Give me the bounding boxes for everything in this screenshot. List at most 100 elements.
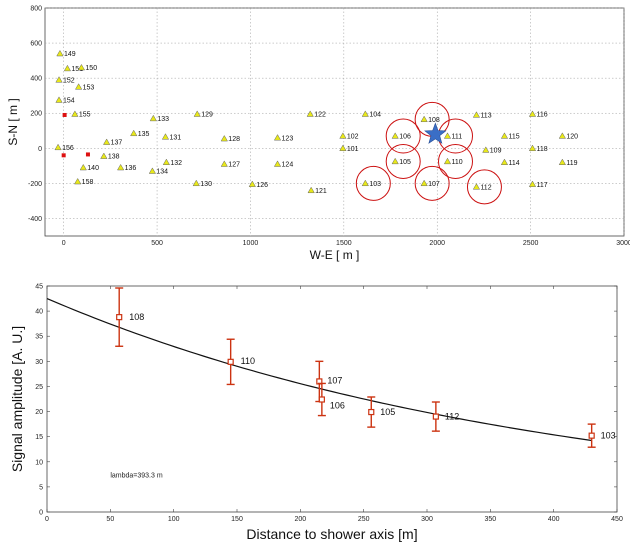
station-label: 120 xyxy=(566,134,578,141)
station-triangle xyxy=(361,110,369,117)
station-label: 101 xyxy=(347,146,359,153)
map-x-axis-label: W-E [ m ] xyxy=(310,248,360,262)
map-x-tick-label: 1000 xyxy=(243,240,259,247)
station-triangle xyxy=(100,152,108,159)
station-label: 103 xyxy=(369,181,381,188)
station-marker: 150 xyxy=(77,63,97,72)
signal-x-tick-label: 350 xyxy=(484,516,496,523)
station-label: 102 xyxy=(347,134,359,141)
signal-y-tick-label: 35 xyxy=(35,334,43,341)
shower-core-star xyxy=(424,122,447,144)
station-marker: 119 xyxy=(558,158,578,167)
signal-x-tick-label: 50 xyxy=(106,516,114,523)
station-label: 108 xyxy=(428,117,440,124)
map-tick-labels: 0 500 1000 1500 2000 2500 30008006004002000-20… xyxy=(28,6,630,248)
station-marker: 114 xyxy=(500,158,520,167)
station-label: 150 xyxy=(85,65,97,72)
signal-amplitude-chart: 0 50 100 150 200 250 300 350 400 450 0 5 10 15 20 25 30 3… xyxy=(9,284,623,543)
data-point-label: 103 xyxy=(601,431,616,441)
station-marker: 129 xyxy=(193,110,213,119)
station-marker: 126 xyxy=(248,180,268,189)
station-triangle xyxy=(74,83,83,90)
station-label: 151 xyxy=(71,66,83,73)
station-marker: 111 xyxy=(443,132,462,141)
signal-x-tick-label: 400 xyxy=(548,516,560,523)
signal-x-tick-label: 100 xyxy=(168,516,180,523)
station-marker: 108 xyxy=(420,115,440,124)
map-y-tick-label: -400 xyxy=(28,216,42,223)
signal-point-106: 106 xyxy=(317,382,345,417)
station-label: 122 xyxy=(314,112,326,119)
station-triangle xyxy=(56,49,64,57)
station-label: 127 xyxy=(228,162,240,169)
station-triangle xyxy=(528,110,537,117)
red-square-markers xyxy=(61,112,90,158)
station-label: 156 xyxy=(62,145,74,152)
map-x-tick-label: 1500 xyxy=(336,240,352,247)
station-label: 158 xyxy=(82,179,94,186)
station-marker: 116 xyxy=(528,110,548,119)
station-label: 132 xyxy=(170,160,182,167)
station-label: 128 xyxy=(228,136,240,143)
station-label: 136 xyxy=(125,165,137,172)
map-plot-area xyxy=(44,7,625,237)
station-label: 109 xyxy=(490,148,502,155)
station-label: 106 xyxy=(399,134,411,141)
station-label: 123 xyxy=(282,135,294,142)
station-markers: 149 151 150 152 153 154 155 156 137 138 140 158 136 1… xyxy=(54,49,578,195)
station-triangle xyxy=(500,158,509,165)
station-label: 124 xyxy=(282,162,294,169)
station-marker: 117 xyxy=(528,180,548,189)
station-label: 114 xyxy=(508,160,519,167)
station-label: 105 xyxy=(399,159,411,166)
station-label: 154 xyxy=(63,98,75,105)
signal-plot-area xyxy=(46,285,618,513)
station-marker: 152 xyxy=(55,76,75,84)
data-point-label: 105 xyxy=(380,407,395,417)
highlight-circle xyxy=(385,143,421,179)
station-triangle xyxy=(55,96,63,103)
highlight-circle xyxy=(466,169,502,205)
highlight-circle xyxy=(437,143,473,179)
station-marker: 104 xyxy=(361,110,381,119)
map-grid xyxy=(45,7,625,236)
station-label: 140 xyxy=(87,165,99,172)
data-point-label: 106 xyxy=(330,401,345,411)
station-label: 130 xyxy=(200,181,212,188)
signal-y-tick-label: 10 xyxy=(35,459,43,466)
station-marker: 136 xyxy=(117,163,137,172)
signal-x-axis-label: Distance to shower axis [m] xyxy=(246,526,417,542)
station-triangle xyxy=(220,134,228,142)
station-marker: 120 xyxy=(558,132,578,141)
station-label: 134 xyxy=(156,169,168,176)
station-marker: 112 xyxy=(472,183,492,191)
signal-y-tick-label: 40 xyxy=(35,309,43,316)
station-triangle xyxy=(391,132,399,139)
station-triangle xyxy=(248,180,256,187)
station-marker: 103 xyxy=(361,179,381,188)
station-label: 115 xyxy=(508,134,519,141)
station-label: 107 xyxy=(428,181,440,188)
map-y-tick-label: 200 xyxy=(30,111,42,118)
station-triangle xyxy=(273,134,282,141)
highlight-circle xyxy=(414,165,450,201)
station-triangle xyxy=(472,183,481,190)
station-marker: 123 xyxy=(273,134,294,142)
signal-tick-labels: 0 50 100 150 200 250 300 350 400 450 0 5 10 15 20 25 30 3… xyxy=(35,284,623,524)
signal-y-tick-label: 20 xyxy=(35,409,43,416)
signal-x-tick-label: 200 xyxy=(294,516,306,523)
station-marker: 122 xyxy=(306,110,326,119)
signal-y-axis-label: Signal amplitude [A. U.] xyxy=(9,326,25,472)
map-x-tick-label: 2000 xyxy=(429,240,445,247)
station-label: 135 xyxy=(138,131,150,138)
station-triangle xyxy=(307,186,315,194)
station-triangle xyxy=(420,115,428,123)
station-marker: 137 xyxy=(103,138,122,147)
station-marker: 130 xyxy=(192,179,212,188)
map-y-tick-label: 400 xyxy=(30,76,42,83)
station-label: 112 xyxy=(480,184,491,191)
station-label: 113 xyxy=(480,112,491,119)
station-label: 119 xyxy=(566,160,577,167)
station-marker: 154 xyxy=(55,96,75,105)
